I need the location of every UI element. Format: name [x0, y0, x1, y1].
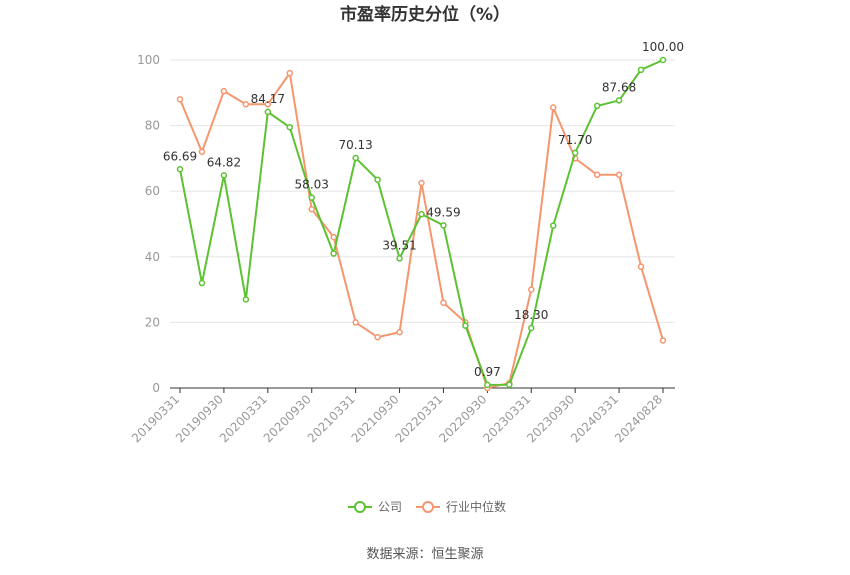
legend-label: 公司 [378, 500, 402, 514]
legend-item-company[interactable]: 公司 [348, 500, 402, 514]
data-point[interactable] [396, 255, 403, 262]
data-label: 100.00 [642, 40, 684, 54]
data-label: 70.13 [338, 138, 372, 152]
data-point[interactable] [176, 96, 184, 103]
data-point[interactable] [462, 322, 469, 329]
data-point[interactable] [659, 337, 667, 344]
legend-item-industry-median[interactable]: 行业中位数 [416, 499, 506, 514]
series-company [176, 56, 667, 389]
data-point[interactable] [286, 123, 294, 131]
data-point[interactable] [264, 108, 272, 116]
series-line [179, 59, 664, 386]
y-tick-label: 80 [145, 119, 160, 133]
data-point[interactable] [440, 299, 447, 306]
source-note: 数据来源：恒生聚源 [366, 547, 483, 562]
data-point[interactable] [440, 222, 447, 229]
data-point[interactable] [330, 250, 337, 257]
y-tick-label: 0 [152, 381, 160, 395]
data-label: 49.59 [426, 205, 460, 219]
data-label: 18.30 [514, 308, 548, 322]
data-point[interactable] [615, 97, 623, 104]
data-point[interactable] [637, 263, 645, 270]
data-point[interactable] [418, 210, 425, 218]
data-point[interactable] [549, 222, 557, 229]
data-point[interactable] [220, 172, 228, 179]
data-point[interactable] [286, 69, 294, 77]
series-industry-median [176, 69, 667, 392]
legend-marker-icon [354, 501, 366, 513]
data-point[interactable] [264, 101, 272, 108]
data-point[interactable] [506, 381, 513, 388]
y-tick-label: 60 [145, 184, 160, 198]
data-point[interactable] [615, 171, 623, 179]
data-point[interactable] [484, 381, 491, 389]
data-point[interactable] [220, 87, 228, 95]
data-label: 0.97 [474, 365, 501, 379]
data-point[interactable] [418, 179, 425, 187]
data-point[interactable] [352, 154, 359, 162]
series-layer [176, 56, 667, 392]
data-point[interactable] [637, 66, 645, 74]
data-point[interactable] [308, 194, 315, 201]
data-label: 66.69 [163, 149, 197, 163]
data-point[interactable] [374, 333, 381, 341]
chart-title: 市盈率历史分位（%） [340, 4, 510, 25]
data-point[interactable] [549, 104, 557, 111]
y-tick-label: 100 [137, 53, 160, 67]
y-tick-label: 40 [145, 250, 160, 264]
x-axis: 2019033120190930202003312020093020210331… [129, 387, 675, 445]
data-point[interactable] [176, 166, 184, 173]
data-point[interactable] [198, 279, 206, 287]
legend-marker-icon [422, 501, 434, 513]
data-label: 39.51 [382, 238, 416, 252]
data-point[interactable] [593, 171, 601, 179]
data-point[interactable] [374, 176, 381, 183]
legend-label: 行业中位数 [446, 499, 506, 514]
data-point[interactable] [571, 149, 579, 157]
data-point[interactable] [528, 324, 535, 332]
data-point[interactable] [330, 233, 337, 241]
data-label: 71.70 [558, 133, 592, 147]
x-tick-label: 20240828 [612, 392, 665, 445]
data-labels: 66.69 64.82 84.17 58.03 70.13 39.51 49.59 0.97 1… [163, 40, 684, 379]
data-point[interactable] [242, 101, 250, 108]
data-point[interactable] [528, 286, 535, 293]
data-point[interactable] [242, 296, 250, 303]
legend[interactable]: 公司 行业中位数 [348, 499, 506, 514]
data-label: 64.82 [207, 155, 241, 169]
data-point[interactable] [659, 56, 667, 64]
y-tick-label: 20 [145, 315, 160, 329]
data-label: 58.03 [295, 178, 329, 192]
data-point[interactable] [352, 319, 359, 326]
data-point[interactable] [593, 102, 601, 110]
data-label: 87.68 [602, 80, 636, 94]
data-point[interactable] [198, 148, 206, 156]
data-point[interactable] [308, 205, 315, 213]
y-axis-ticks: 0 20 40 60 80 100 [137, 53, 160, 395]
data-point[interactable] [396, 328, 403, 336]
data-label: 84.17 [251, 92, 285, 106]
